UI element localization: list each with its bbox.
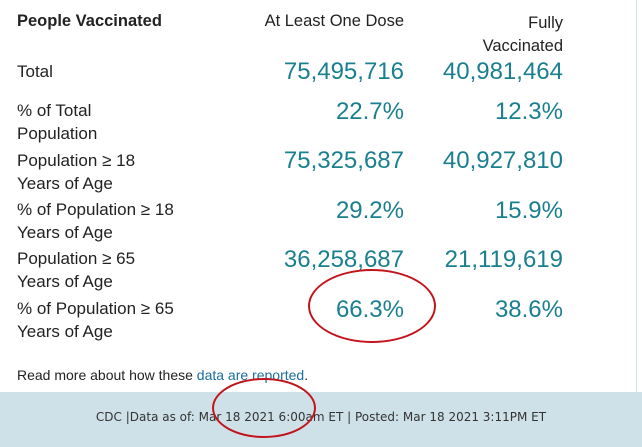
row-label-pop-18: Population ≥ 18 Years of Age [17,149,227,195]
row-label-pct-65: % of Population ≥ 65 Years of Age [17,297,227,343]
value-total-fully: 40,981,464 [442,58,563,85]
value-pop-65-fully: 21,119,619 [444,246,563,273]
value-pct-18-one-dose: 29.2% [335,197,404,224]
value-total-one-dose: 75,495,716 [283,58,404,85]
row-label-line1: Total [17,62,53,81]
column-header-one-dose: At Least One Dose [264,12,404,30]
value-pct-total-one-dose: 22.7% [335,98,404,125]
table-title: People Vaccinated [17,12,162,30]
row-label-line1: % of Population ≥ 65 [17,299,174,318]
row-label-pop-65: Population ≥ 65 Years of Age [17,247,227,293]
row-label-line1: % of Population ≥ 18 [17,200,174,219]
row-label-line1: % of Total [17,101,92,120]
column-header-line2: Vaccinated [482,37,563,55]
row-label-line2: Years of Age [17,174,113,193]
row-label-pct-total: % of Total Population [17,99,227,145]
value-pct-total-fully: 12.3% [494,98,563,125]
column-header-fully-vaccinated: Fully Vaccinated [423,12,563,58]
note-suffix: . [304,367,309,383]
value-pct-18-fully: 15.9% [494,197,563,224]
value-pop-18-fully: 40,927,810 [442,147,563,174]
row-label-total: Total [17,60,227,83]
row-label-line2: Years of Age [17,272,113,291]
footer-bar [0,392,642,447]
column-header-line1: Fully [528,14,563,32]
row-label-pct-18: % of Population ≥ 18 Years of Age [17,198,227,244]
value-pct-65-fully: 38.6% [494,296,563,323]
row-label-line1: Population ≥ 18 [17,151,136,170]
annotation-circle-pct-65 [308,269,436,343]
value-pop-18-one-dose: 75,325,687 [283,147,404,174]
value-pop-65-one-dose: 36,258,687 [283,246,404,273]
note-prefix: Read more about how these [17,367,197,383]
row-label-line2: Years of Age [17,322,113,341]
row-label-line2: Years of Age [17,223,113,242]
data-as-of-footer: CDC |Data as of: Mar 18 2021 6:00am ET |… [95,410,547,424]
row-label-line1: Population ≥ 65 [17,249,136,268]
annotation-circle-date [212,378,316,438]
row-label-line2: Population [17,124,98,143]
